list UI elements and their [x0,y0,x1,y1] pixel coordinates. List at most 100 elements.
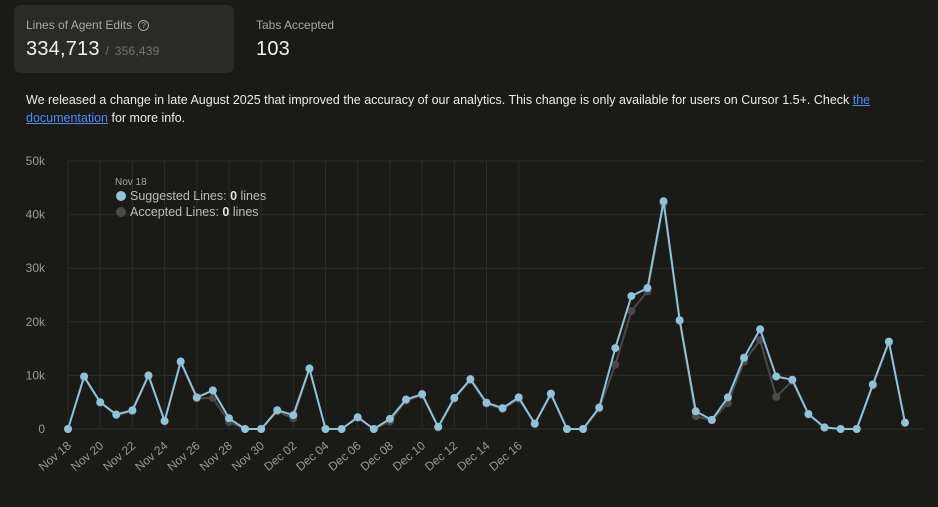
x-tick-label: Dec 06 [326,438,364,473]
accepted-data-point [627,307,636,316]
suggested-data-point [579,425,588,433]
agent-edits-title: Lines of Agent Edits [26,18,133,32]
suggested-data-point [852,425,861,433]
accepted-data-point [772,392,781,401]
suggested-data-point [659,197,668,206]
suggested-data-point [337,425,346,433]
analytics-notice: We released a change in late August 2025… [26,91,926,127]
suggested-data-point [884,337,893,346]
suggested-data-point [450,393,459,402]
tabs-accepted-card: Tabs Accepted 103 [256,5,456,73]
agent-edits-value-row: 334,713 / 356,439 [26,38,160,61]
legend-label: Suggested Lines: [130,189,230,203]
suggested-data-point [562,425,571,433]
agent-edits-value: 334,713 [26,38,100,60]
y-tick-label: 30k [26,261,46,275]
documentation-link[interactable]: the documentation [26,93,871,125]
legend-value: 0 [222,205,229,219]
suggested-data-point [208,386,217,395]
suggested-data-point [192,393,201,402]
legend-unit: lines [229,205,258,219]
x-tick-label: Nov 24 [132,438,170,473]
y-tick-label: 50k [26,154,46,168]
suggested-data-point [675,316,684,325]
notice-suffix: for more info. [108,111,186,125]
suggested-data-point [353,413,362,422]
agent-edits-separator: / [105,44,110,58]
suggested-legend-dot [116,191,126,201]
accepted-data-point [611,360,620,369]
suggested-data-point [176,357,185,366]
suggested-data-point [144,371,153,380]
suggested-data-point [723,393,732,402]
suggested-legend-text: Suggested Lines: 0 lines [130,189,266,203]
suggested-data-point [241,425,250,433]
suggested-data-point [434,422,443,431]
suggested-data-point [418,390,427,399]
x-tick-label: Dec 14 [454,438,492,473]
suggested-data-point [595,403,604,412]
agent-edits-title-row: Lines of Agent Edits ? [26,18,150,32]
accepted-data-point [208,393,217,402]
x-tick-label: Nov 30 [229,438,267,473]
x-tick-label: Dec 10 [390,438,428,473]
suggested-data-point [740,353,749,362]
suggested-data-point [466,375,475,384]
y-tick-label: 0 [38,422,45,436]
x-tick-label: Nov 22 [100,438,138,473]
x-tick-label: Nov 28 [197,438,235,473]
suggested-data-point [772,372,781,381]
suggested-data-point [820,423,829,432]
suggested-data-point [305,364,314,373]
agent-edits-line-chart[interactable]: 0 10k 20k 30k 40k 50k Nov 18 Nov 20 Nov 22 Nov 24… [0,145,938,507]
suggested-data-point [273,406,282,415]
legend-label: Accepted Lines: [130,205,222,219]
suggested-data-point [80,372,89,381]
suggested-data-point [257,425,266,433]
x-tick-label: Nov 26 [165,438,203,473]
suggested-data-point [707,415,716,424]
suggested-data-point [804,409,813,418]
x-tick-label: Dec 02 [261,438,299,473]
suggested-data-point [64,425,72,433]
suggested-data-point [402,395,411,404]
suggested-data-point [788,375,797,384]
question-circle-icon[interactable]: ? [138,19,150,31]
agent-edits-card[interactable]: Lines of Agent Edits ? 334,713 / 356,439 [14,5,234,73]
suggested-data-point [530,419,539,428]
accepted-legend-text: Accepted Lines: 0 lines [130,205,259,219]
x-tick-label: Dec 04 [293,438,331,473]
legend-value: 0 [230,189,237,203]
suggested-data-point [321,425,330,433]
tooltip-date: Nov 18 [115,177,147,188]
suggested-data-point [224,414,233,423]
y-tick-label: 20k [26,315,46,329]
y-tick-label: 10k [26,368,46,382]
legend-unit: lines [237,189,266,203]
x-tick-label: Nov 18 [36,438,74,473]
x-tick-label: Dec 16 [486,438,524,473]
suggested-data-point [836,425,845,433]
suggested-data-point [112,410,121,419]
x-tick-label: Dec 12 [422,438,460,473]
y-tick-label: 40k [26,208,46,222]
notice-text: We released a change in late August 2025… [26,93,853,107]
suggested-data-point [369,425,378,433]
suggested-data-point [96,398,105,407]
suggested-data-point [385,414,394,423]
suggested-data-point [482,398,491,407]
suggested-data-point [691,407,700,416]
x-tick-label: Dec 08 [358,438,396,473]
suggested-data-point [498,404,507,413]
tabs-accepted-title: Tabs Accepted [256,18,335,32]
suggested-data-point [627,292,636,301]
suggested-data-point [868,380,877,389]
accepted-legend-dot [116,207,126,217]
suggested-data-point [128,406,137,415]
suggested-data-point [643,284,652,293]
suggested-data-point [611,344,620,353]
suggested-data-point [901,418,909,427]
suggested-data-point [160,416,169,425]
